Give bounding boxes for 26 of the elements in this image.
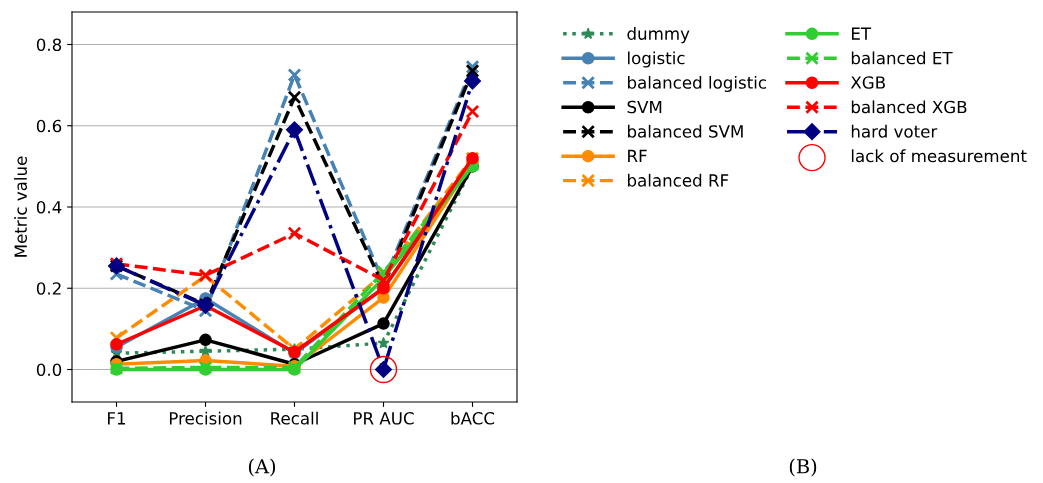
x-tick-label: Recall (271, 411, 318, 425)
legend-label: balanced ET (851, 51, 953, 65)
legend-label: hard voter (851, 124, 938, 138)
x-tick-label: bACC (451, 411, 495, 425)
y-tick-label: 0.6 (36, 119, 62, 133)
legend-label: XGB (850, 76, 885, 89)
legend-label: lack of measurement (851, 149, 1027, 163)
text: (B) (789, 458, 817, 477)
legend-label: balanced SVM (628, 124, 743, 138)
legend-label: logistic (628, 51, 685, 68)
x-tick-label: PR AUC (354, 412, 414, 425)
legend-label: SVM (627, 100, 662, 114)
y-tick-label: 0.4 (36, 200, 62, 214)
y-axis-title: Metric value (14, 156, 27, 257)
legend-label: balanced logistic (628, 75, 766, 93)
legend-label: balanced RF (628, 173, 729, 187)
y-tick-label: 0.8 (36, 38, 62, 52)
legend-label: RF (628, 149, 647, 162)
y-tick-label: 0.0 (36, 363, 62, 377)
legend-label: balanced XGB (851, 100, 967, 114)
legend-label: ET (852, 27, 872, 40)
legend-label: dummy (627, 27, 690, 44)
x-tick-label: Precision (169, 411, 242, 425)
text: (A) (248, 458, 276, 477)
x-tick-label: F1 (108, 412, 126, 425)
y-tick-label: 0.2 (36, 282, 61, 295)
